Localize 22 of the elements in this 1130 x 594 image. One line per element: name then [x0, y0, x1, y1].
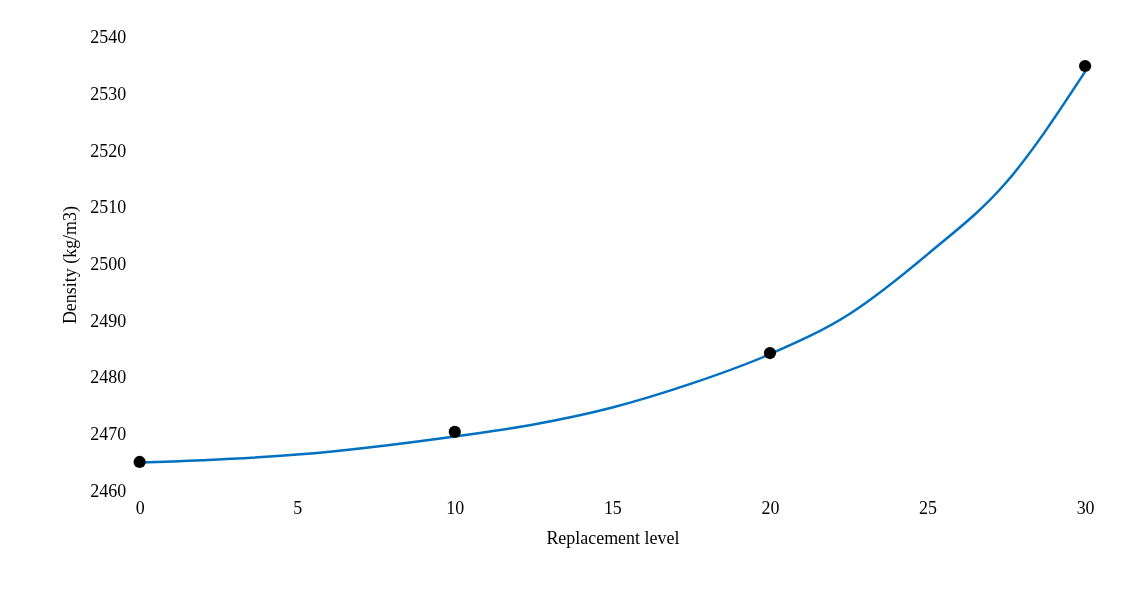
- y-tick-label: 2470: [90, 424, 127, 445]
- y-tick-label: 2530: [90, 83, 127, 104]
- y-tick-label: 2510: [90, 197, 127, 218]
- y-tick-label: 2520: [90, 140, 127, 161]
- point: [133, 455, 146, 469]
- x-tick-label: 25: [919, 497, 938, 518]
- y-tick-label: 2500: [90, 254, 127, 275]
- y-tick-label: 2460: [90, 480, 127, 501]
- point: [1079, 59, 1092, 73]
- x-tick-label: 30: [1076, 497, 1095, 518]
- x-tick-label: 0: [135, 497, 145, 518]
- y-tick-label: 2540: [90, 27, 127, 48]
- x-tick-label: 10: [446, 497, 465, 518]
- x-axis-title: Replacement level: [546, 527, 680, 548]
- x-tick-label: 5: [293, 497, 303, 518]
- y-tick-label: 2480: [90, 367, 127, 388]
- x-tick-label: 15: [603, 497, 622, 518]
- y-tick-label: 2490: [90, 310, 127, 331]
- point: [763, 346, 777, 360]
- point: [448, 425, 461, 438]
- y-axis-title: Density (kg/m3): [60, 205, 82, 325]
- x-tick-label: 20: [761, 497, 780, 518]
